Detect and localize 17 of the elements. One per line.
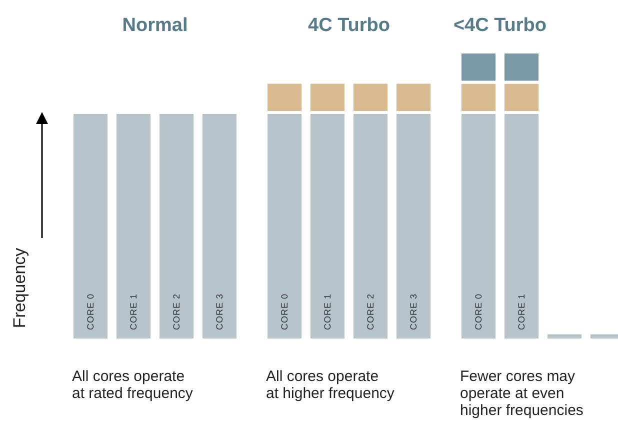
- x-tick-label: CORE 3: [214, 293, 224, 330]
- x-tick-label: CORE 3: [408, 293, 418, 330]
- x-tick-label: CORE 1: [128, 293, 138, 330]
- x-tick-label: CORE 0: [280, 293, 290, 330]
- x-tick-label: CORE 1: [322, 293, 332, 330]
- x-tick-label: CORE 2: [366, 293, 376, 330]
- text: All cores operate at higher frequency: [266, 368, 395, 402]
- x-tick-label: CORE 0: [86, 293, 96, 330]
- y-axis-title: Frequency: [10, 247, 29, 328]
- text: 4C Turbo: [308, 15, 390, 36]
- x-tick-label: CORE 1: [516, 293, 526, 330]
- text: All cores operate at rated frequency: [72, 368, 194, 402]
- text: <4C Turbo: [453, 15, 547, 36]
- text: Normal: [122, 15, 188, 36]
- x-tick-label: CORE 2: [172, 293, 182, 330]
- x-tick-label: CORE 0: [474, 293, 484, 330]
- text: Fewer cores may operate at even higher frequencies: [460, 368, 584, 419]
